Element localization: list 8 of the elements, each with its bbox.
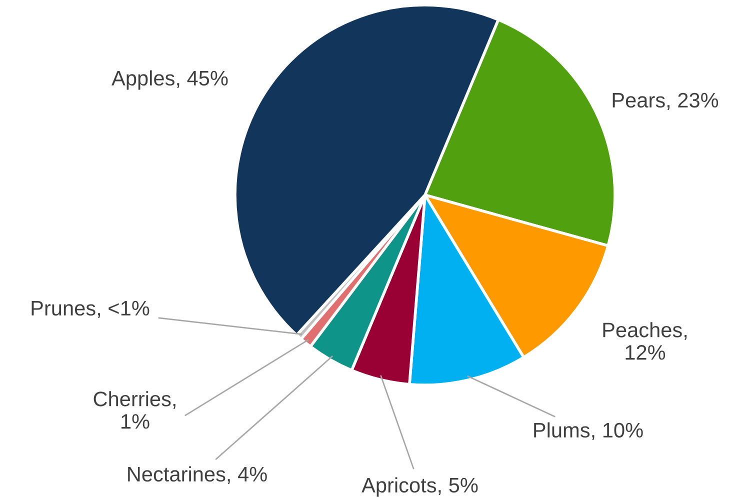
slice-label: Plums, 10% [534,422,643,440]
slice-label: Apricots, 5% [362,477,478,497]
slice-label: Nectarines, 4% [128,466,267,484]
slice-label: Prunes, <1% [32,300,150,318]
slice-label: Peaches, 12% [603,322,687,360]
slice-label: Apples, 45% [112,70,228,90]
slice-label: Pears, 23% [612,92,718,110]
slice-label: Cherries, 1% [94,391,176,429]
